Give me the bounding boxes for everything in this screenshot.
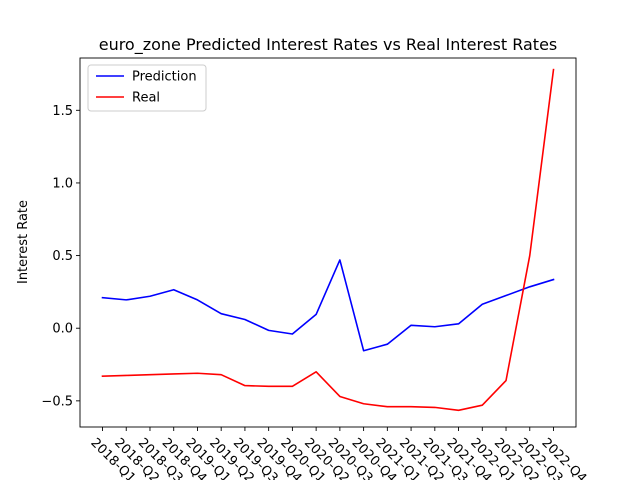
plot-area: −0.50.00.51.01.52018-Q12018-Q22018-Q3201… <box>41 57 589 484</box>
legend-label-real: Real <box>132 91 160 106</box>
legend: Prediction Real <box>87 64 207 112</box>
legend-label-prediction: Prediction <box>132 70 197 85</box>
chart-title: euro_zone Predicted Interest Rates vs Re… <box>99 35 558 55</box>
y-tick-label: 0.0 <box>52 322 73 337</box>
y-tick-label: 1.5 <box>52 104 73 119</box>
y-tick-label: 1.0 <box>52 176 73 191</box>
series-line-prediction <box>101 259 555 352</box>
axes-frame <box>79 57 577 428</box>
series-line-real <box>101 68 555 412</box>
y-tick-label: 0.5 <box>52 249 73 264</box>
y-tick-label: −0.5 <box>41 394 73 409</box>
y-axis-label: Interest Rate <box>16 200 31 284</box>
